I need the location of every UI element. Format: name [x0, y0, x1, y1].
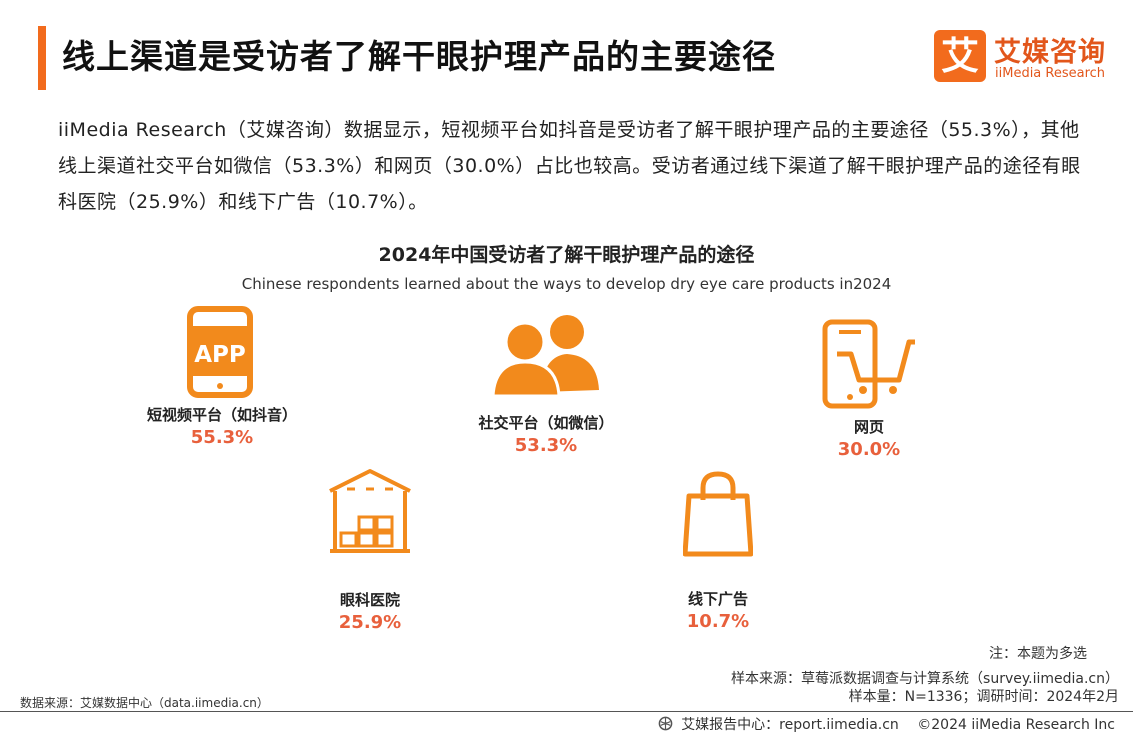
chart-item-value: 25.9% — [338, 612, 402, 633]
chart-item-value: 10.7% — [686, 611, 750, 632]
intro-paragraph: iiMedia Research（艾媒咨询）数据显示，短视频平台如抖音是受访者了… — [58, 119, 1081, 213]
phone-cart-icon — [822, 319, 915, 409]
chart-item-offline-ads: 线下广告 10.7% — [608, 470, 828, 632]
chart-item-social: 社交平台（如微信） 53.3% — [436, 312, 656, 456]
chart-item-label: 眼科医院 — [339, 591, 400, 609]
chart-item-label: 线下广告 — [687, 590, 748, 608]
app-phone-icon: APP — [187, 306, 253, 398]
logo-icon: 艾 — [934, 30, 986, 82]
chart-item-label: 社交平台（如微信） — [478, 414, 614, 432]
logo-cn-text: 艾媒咨询 — [994, 37, 1106, 68]
chart-item-short-video: APP 短视频平台（如抖音） 55.3% — [112, 306, 332, 448]
svg-text:APP: APP — [194, 342, 246, 368]
sample-source: 样本来源：草莓派数据调查与计算系统（survey.iimedia.cn） — [731, 671, 1119, 687]
multi-select-note: 注：本题为多选 — [989, 646, 1087, 662]
chart-item-label: 网页 — [853, 418, 884, 436]
chart-item-value: 55.3% — [190, 427, 254, 448]
chart-item-value: 53.3% — [514, 435, 578, 456]
report-center-link[interactable]: 艾媒报告中心：report.iimedia.cn — [681, 717, 899, 733]
chart-subtitle: Chinese respondents learned about the wa… — [241, 275, 892, 293]
people-icon — [491, 315, 599, 398]
chart-item-eye-hospital: 眼科医院 25.9% — [260, 467, 480, 633]
chart-title: 2024年中国受访者了解干眼护理产品的途径 — [378, 244, 755, 266]
chart-item-web: 网页 30.0% — [759, 318, 979, 460]
footer: 艾媒报告中心：report.iimedia.cn ©2024 iiMedia R… — [658, 714, 1115, 734]
shopping-bag-icon — [683, 471, 753, 557]
warehouse-icon — [329, 469, 411, 553]
logo-en-text: iiMedia Research — [995, 66, 1106, 81]
report-center-icon — [658, 716, 673, 731]
data-source: 数据来源：艾媒数据中心（data.iimedia.cn） — [20, 696, 269, 710]
chart-item-value: 30.0% — [837, 439, 901, 460]
title-accent-bar — [38, 26, 46, 90]
chart-item-label: 短视频平台（如抖音） — [146, 406, 297, 424]
sample-size: 样本量：N=1336；调研时间：2024年2月 — [848, 689, 1119, 705]
page-title: 线上渠道是受访者了解干眼护理产品的主要途径 — [62, 37, 776, 76]
sample-info: 样本来源：草莓派数据调查与计算系统（survey.iimedia.cn） 样本量… — [731, 670, 1119, 706]
brand-logo: 艾 艾媒咨询 iiMedia Research — [934, 30, 1124, 86]
footer-divider — [0, 711, 1133, 712]
copyright: ©2024 iiMedia Research Inc — [917, 717, 1115, 733]
